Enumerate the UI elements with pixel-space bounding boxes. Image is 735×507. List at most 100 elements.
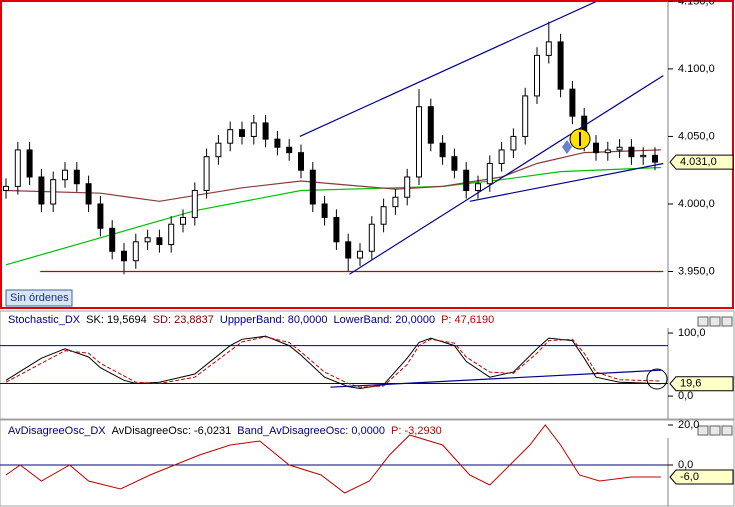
candle-body xyxy=(109,227,116,252)
minimize-button[interactable] xyxy=(697,316,709,327)
oscillator-pane xyxy=(0,424,668,494)
candle-body xyxy=(475,183,481,191)
y-tick-label: 100,0 xyxy=(678,327,706,339)
trend-line xyxy=(349,75,664,275)
pane-headers: Stochastic_DX SK: 19,5694 SD: 23,8837 Upppe… xyxy=(8,314,494,437)
annotation-circle xyxy=(646,368,668,390)
indicator-line xyxy=(5,336,661,388)
pane-header: Stochastic_DX SK: 19,5694 SD: 23,8837 Upppe… xyxy=(8,314,494,326)
candle-body xyxy=(144,237,151,243)
candle-body xyxy=(274,138,281,148)
candle-body xyxy=(463,169,470,191)
candle-body xyxy=(180,216,186,225)
candle-body xyxy=(380,206,387,225)
candle-body xyxy=(50,179,57,205)
candle-body xyxy=(121,250,127,262)
candle-body xyxy=(640,154,647,158)
pane-border xyxy=(0,419,735,507)
candle-body xyxy=(286,146,293,154)
maximize-button[interactable] xyxy=(709,316,721,327)
y-tick-label: 4.000,0 xyxy=(678,198,715,210)
candle-body xyxy=(191,189,198,218)
axes: 3.950,0 4.000,0 4.050,0 4.100,0 4.150,0 4.031… xyxy=(668,0,734,485)
candle-body xyxy=(333,216,340,243)
candle-body xyxy=(628,146,635,158)
y-tick-label: 20,0 xyxy=(678,419,699,431)
candle-body xyxy=(604,149,611,154)
y-tick-label: 0,0 xyxy=(678,390,693,402)
moving-average xyxy=(5,149,661,202)
candle-body xyxy=(404,176,411,198)
candle-body xyxy=(73,169,80,185)
pane-header: AvDisagreeOsc_DX AvDisagreeOsc: -6,0231 Ba… xyxy=(8,425,442,437)
candle-body xyxy=(132,241,139,262)
candle-body xyxy=(38,176,45,205)
header-item: AvDisagreeOsc: -6,0231 xyxy=(112,425,232,437)
minimize-button[interactable] xyxy=(697,425,709,436)
maximize-button[interactable] xyxy=(709,425,721,436)
candle-body xyxy=(215,142,222,158)
last-value-box xyxy=(669,154,734,170)
last-value-label: -6,0 xyxy=(680,471,699,483)
candle-body xyxy=(522,95,529,137)
y-tick-label: 4.100,0 xyxy=(678,63,715,75)
candle-body xyxy=(62,169,68,181)
pane-border xyxy=(0,310,735,420)
candle-body xyxy=(203,156,210,191)
candle-body xyxy=(250,122,257,137)
trend-line xyxy=(299,2,597,137)
candle-body xyxy=(510,135,517,151)
candle-body xyxy=(3,185,9,191)
header-item: AvDisagreeOsc_DX xyxy=(8,425,106,437)
candle-body xyxy=(321,203,328,218)
header-item: P: -3,2930 xyxy=(391,425,442,437)
candle-body xyxy=(156,237,163,246)
candle-body xyxy=(368,223,375,252)
candle-body xyxy=(427,106,434,144)
candle-body xyxy=(616,146,623,151)
candle-body xyxy=(239,129,245,137)
button-label[interactable]: Sin órdenes xyxy=(10,292,69,304)
last-value-box xyxy=(669,469,734,485)
trend-line xyxy=(469,162,664,202)
y-tick-label: 3.950,0 xyxy=(678,265,715,277)
candle-body xyxy=(439,142,446,158)
candle-body xyxy=(416,106,422,178)
candle-body xyxy=(85,183,92,205)
order-marker xyxy=(562,140,572,154)
header-item: UppperBand: 80,0000 xyxy=(220,314,328,326)
candle-body xyxy=(498,149,505,164)
indicator-line xyxy=(5,335,661,390)
price-pane xyxy=(3,2,664,275)
candle-body xyxy=(534,54,540,97)
button-frame[interactable] xyxy=(5,289,73,307)
header-item: Stochastic_DX xyxy=(8,314,81,326)
candle-body xyxy=(652,154,658,163)
candle-body xyxy=(97,203,104,229)
candle-body xyxy=(309,169,316,205)
header-item: SD: 23,8837 xyxy=(153,314,214,326)
header-item: Band_AvDisagreeOsc: 0,0000 xyxy=(237,425,385,437)
candle-body xyxy=(593,142,599,154)
last-value-label: 19,6 xyxy=(680,378,701,390)
pane-border xyxy=(0,0,734,309)
candle-body xyxy=(168,223,175,246)
close-button[interactable] xyxy=(721,425,733,436)
candle-body xyxy=(545,41,552,56)
y-tick-label: 4.150,0 xyxy=(678,0,715,7)
orders-button[interactable]: Sin órdenes xyxy=(5,289,73,307)
close-button[interactable] xyxy=(721,316,733,327)
candle-body xyxy=(569,88,576,117)
header-item: LowerBand: 20,0000 xyxy=(334,314,436,326)
stochastic-pane xyxy=(0,335,668,390)
candle-body xyxy=(345,241,352,259)
candle-body xyxy=(26,149,33,178)
last-value-box xyxy=(669,376,734,392)
candle-body xyxy=(227,129,234,144)
candle-body xyxy=(486,162,493,185)
header-item: P: 47,6190 xyxy=(441,314,494,326)
candle-body xyxy=(298,152,304,171)
candle-body xyxy=(557,41,564,90)
moving-average xyxy=(5,166,661,266)
